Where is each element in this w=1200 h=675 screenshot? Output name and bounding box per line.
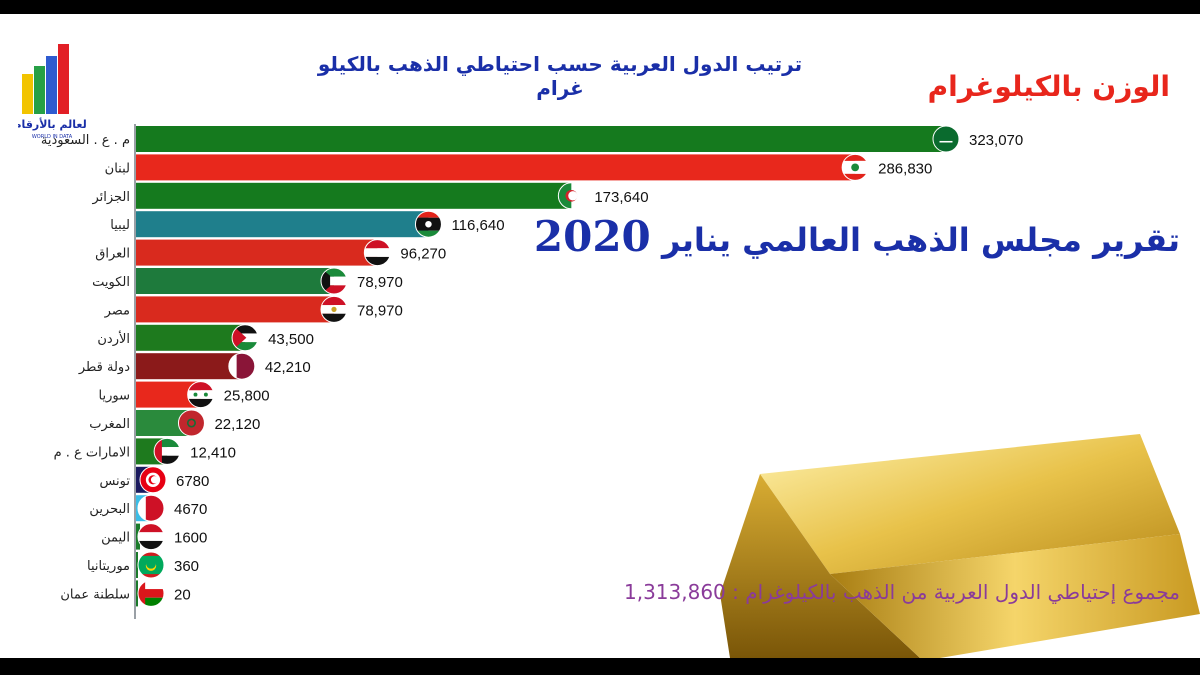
value-label: 1600: [174, 530, 207, 547]
value-label: 12,410: [190, 444, 236, 461]
value-label: 360: [174, 558, 199, 575]
bar: [136, 580, 138, 607]
value-label: 6780: [176, 473, 209, 490]
value-label: 173,640: [594, 189, 648, 206]
morocco-flag-icon: [177, 409, 205, 437]
y-axis-line: [134, 124, 136, 619]
lebanon-flag-icon: [841, 153, 869, 181]
value-label: 43,500: [268, 331, 314, 348]
tunisia-flag-icon: [139, 466, 167, 494]
bar-group: مصر 78,970: [104, 295, 403, 323]
kuwait-flag-icon: [320, 267, 348, 295]
gold-bar-image: [720, 434, 1200, 658]
bar: [136, 296, 334, 323]
chart-title: ترتيب الدول العربية حسب احتياطي الذهب با…: [317, 52, 803, 100]
category-label: البحرين: [89, 502, 130, 517]
jordan-flag-icon: [231, 324, 259, 352]
category-label: مصر: [104, 303, 130, 318]
value-label: 42,210: [265, 359, 311, 376]
logo-text: العالم بالأرقام: [18, 117, 86, 131]
category-label: تونس: [99, 474, 130, 489]
bar-group: الامارات ع . م 12,410: [54, 437, 236, 465]
bar-group: لبنان 286,830: [105, 153, 932, 181]
bar: [136, 154, 856, 181]
category-label: دولة قطر: [78, 360, 130, 375]
value-label: 20: [174, 586, 191, 603]
category-label: الامارات ع . م: [54, 445, 130, 460]
category-label: المغرب: [89, 417, 130, 432]
value-label: 4670: [174, 501, 207, 518]
bar-group: البحرين 4670: [89, 494, 207, 522]
bar-group: تونس 6780: [99, 466, 209, 494]
value-label: 116,640: [451, 217, 504, 234]
bar-group: الأردن 43,500: [97, 324, 314, 352]
category-label: اليمن: [101, 531, 130, 546]
value-label: 286,830: [878, 160, 932, 177]
report-text: تقرير مجلس الذهب العالمي يناير: [661, 221, 1180, 259]
logo-subtext: WORLD IN DATA: [32, 134, 73, 140]
video-frame: العالم بالأرقام WORLD IN DATA ترتيب الدو…: [0, 14, 1200, 658]
bar: [136, 182, 572, 209]
egypt-flag-icon: [320, 295, 348, 323]
category-label: الجزائر: [91, 190, 130, 205]
bar: [136, 324, 246, 351]
uae-flag-icon: [153, 437, 181, 465]
oman-flag-icon: [137, 579, 165, 607]
iraq-flag-icon: [363, 239, 391, 267]
bar: [136, 126, 946, 152]
bar: [136, 552, 138, 578]
category-label: م . ع . السعودية: [41, 133, 130, 148]
bar: [136, 268, 334, 294]
report-year: 2020: [533, 212, 651, 261]
bar-group: موريتانيا 360: [87, 551, 199, 579]
bar-group: سلطنة عمان 20: [60, 579, 191, 607]
category-label: لبنان: [105, 161, 130, 176]
value-label: 78,970: [357, 302, 403, 319]
bar-group: سوريا 25,800: [99, 381, 270, 409]
bar-group: المغرب 22,120: [89, 409, 260, 437]
category-label: ليبيا: [110, 218, 130, 233]
bahrain-flag-icon: [137, 494, 165, 522]
libya-flag-icon: [414, 210, 442, 238]
saudi-flag-icon: [932, 125, 960, 153]
category-label: سوريا: [99, 389, 130, 404]
category-label: العراق: [95, 247, 130, 262]
total-reserves-text: مجموع إحتياطي الدول العربية من الذهب بال…: [623, 580, 1180, 604]
weight-unit-label: الوزن بالكيلوغرام: [927, 70, 1170, 103]
bar-chart: م . ع . السعودية 323,070 لبنان 286,830 الجزا…: [41, 125, 1023, 607]
bar: [136, 211, 429, 238]
bar-group: الكويت 78,970: [92, 267, 403, 295]
category-label: سلطنة عمان: [60, 587, 130, 602]
bar-group: اليمن 1600: [101, 523, 207, 551]
bar-group: العراق 96,270: [95, 239, 446, 267]
mauritania-flag-icon: [137, 551, 165, 579]
syria-flag-icon: [187, 381, 215, 409]
value-label: 96,270: [400, 246, 446, 263]
value-label: 25,800: [224, 388, 270, 405]
yemen-flag-icon: [137, 523, 165, 551]
world-in-data-logo: العالم بالأرقام WORLD IN DATA: [18, 44, 86, 140]
algeria-flag-icon: [557, 182, 585, 210]
qatar-flag-icon: [228, 352, 256, 380]
bar: [136, 353, 242, 380]
bar-group: دولة قطر 42,210: [78, 352, 311, 380]
value-label: 22,120: [214, 416, 260, 433]
value-label: 323,070: [969, 132, 1023, 149]
report-caption: تقرير مجلس الذهب العالمي يناير 2020: [534, 212, 1180, 261]
bar-group: الجزائر 173,640: [91, 182, 649, 210]
category-label: الكويت: [92, 275, 130, 290]
bar-group: ليبيا 116,640: [110, 210, 505, 238]
category-label: موريتانيا: [87, 559, 130, 574]
bar: [136, 239, 378, 266]
value-label: 78,970: [357, 274, 403, 291]
bar-group: م . ع . السعودية 323,070: [41, 125, 1023, 153]
category-label: الأردن: [97, 330, 130, 347]
